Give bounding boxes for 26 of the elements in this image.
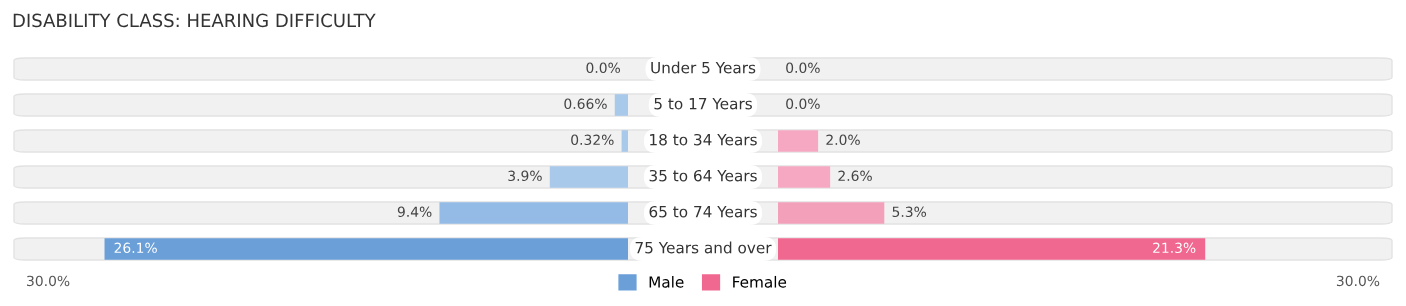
data-label: 0.32% (571, 134, 614, 146)
data-label: 26.1% (114, 242, 157, 254)
data-label: 5.3% (892, 206, 927, 218)
bar (621, 130, 628, 152)
data-label: 3.9% (508, 170, 542, 182)
bar (549, 166, 628, 188)
y-tick-label: 75 Years and over (635, 241, 772, 254)
chart-title: DISABILITY CLASS: HEARING DIFFICULTY (13, 13, 376, 28)
data-label: 9.4% (397, 206, 432, 218)
bar (778, 166, 831, 188)
y-tick-label: 35 to 64 Years (649, 169, 757, 182)
data-label: 2.0% (826, 134, 860, 146)
y-tick-label: 18 to 34 Years (650, 133, 757, 146)
y-tick-label: 65 to 74 Years (649, 205, 757, 218)
y-tick-label: Under 5 Years (651, 61, 756, 74)
data-label: 0.0% (586, 62, 621, 74)
data-label: 2.6% (838, 170, 872, 182)
bar (439, 202, 628, 224)
data-label: 21.3% (1153, 242, 1196, 254)
text: 30.0% (1336, 275, 1380, 287)
bar (778, 130, 819, 152)
text: 30.0% (27, 275, 70, 287)
data-label: 0.0% (786, 62, 820, 74)
bar (778, 202, 885, 224)
legend-label: Female (733, 275, 787, 288)
legend-label: Male (649, 275, 684, 288)
